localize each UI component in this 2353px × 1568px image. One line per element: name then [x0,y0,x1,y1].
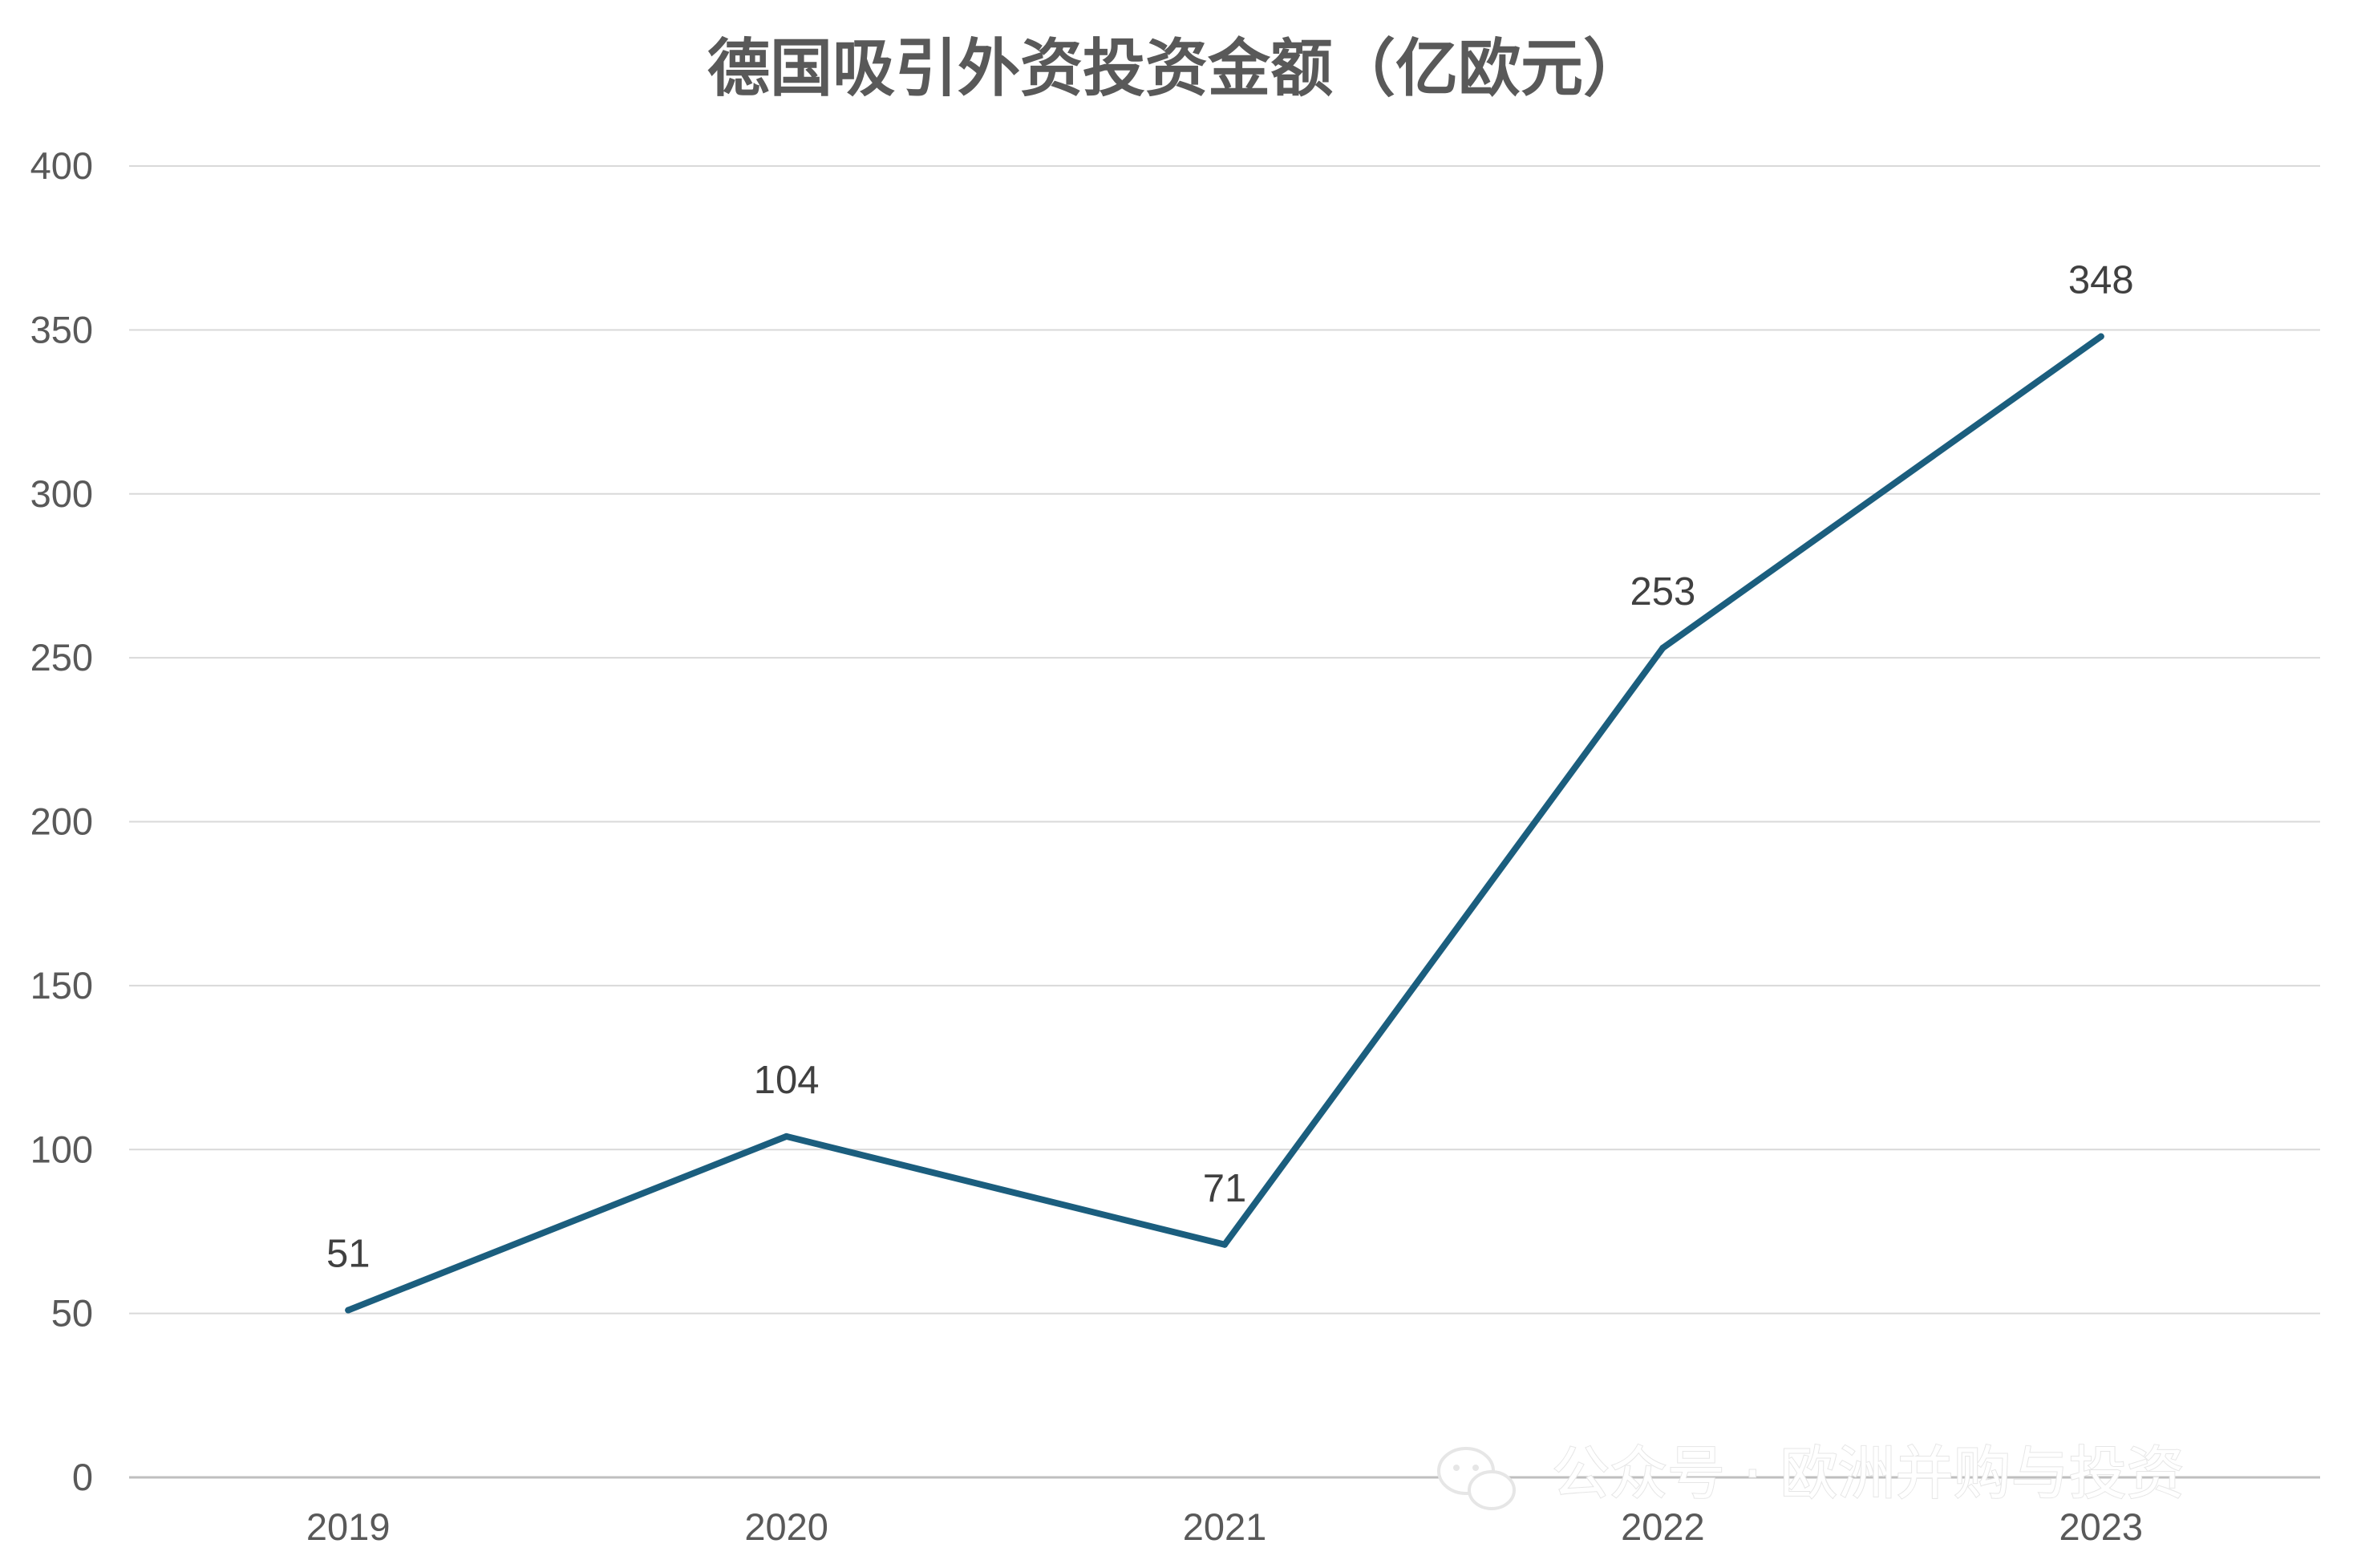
data-point [783,1132,790,1140]
y-tick-label: 0 [72,1456,93,1498]
data-label: 253 [1630,570,1696,614]
data-label: 71 [1203,1167,1247,1210]
data-point [2097,333,2104,340]
y-tick-label: 100 [30,1128,93,1170]
data-label: 104 [754,1059,820,1102]
y-tick-label: 300 [30,472,93,515]
gridlines [129,165,2320,1479]
x-axis-ticks: 2019 2020 2021 2022 2023 [306,1505,2143,1548]
y-tick-label: 400 [30,144,93,187]
data-label: 348 [2068,259,2134,302]
y-tick-label: 150 [30,964,93,1007]
watermark: 公众号 · 欧洲并购与投资 [1437,1439,2185,1510]
data-point [1659,644,1667,651]
y-tick-label: 200 [30,800,93,843]
x-tick-label: 2020 [744,1505,828,1548]
y-tick-label: 350 [30,308,93,350]
watermark-text: 公众号 · 欧洲并购与投资 [1552,1440,2185,1507]
data-point [345,1307,352,1314]
x-tick-label: 2022 [1621,1505,1705,1548]
x-tick-label: 2021 [1183,1505,1267,1548]
y-axis-ticks: 0 50 100 150 200 250 300 350 400 [30,144,93,1498]
wechat-icon [1437,1447,1516,1510]
data-label: 51 [326,1233,371,1276]
series-layer [345,333,2104,1314]
y-tick-label: 250 [30,636,93,679]
data-point [1221,1241,1228,1248]
series-line [345,333,2104,1314]
x-tick-label: 2023 [2059,1505,2144,1548]
data-labels: 51 104 71 253 348 [326,259,2134,1276]
y-tick-label: 50 [51,1292,93,1335]
chart-title: 德国吸引外资投资金额（亿欧元） [707,33,1646,105]
x-tick-label: 2019 [306,1505,391,1548]
